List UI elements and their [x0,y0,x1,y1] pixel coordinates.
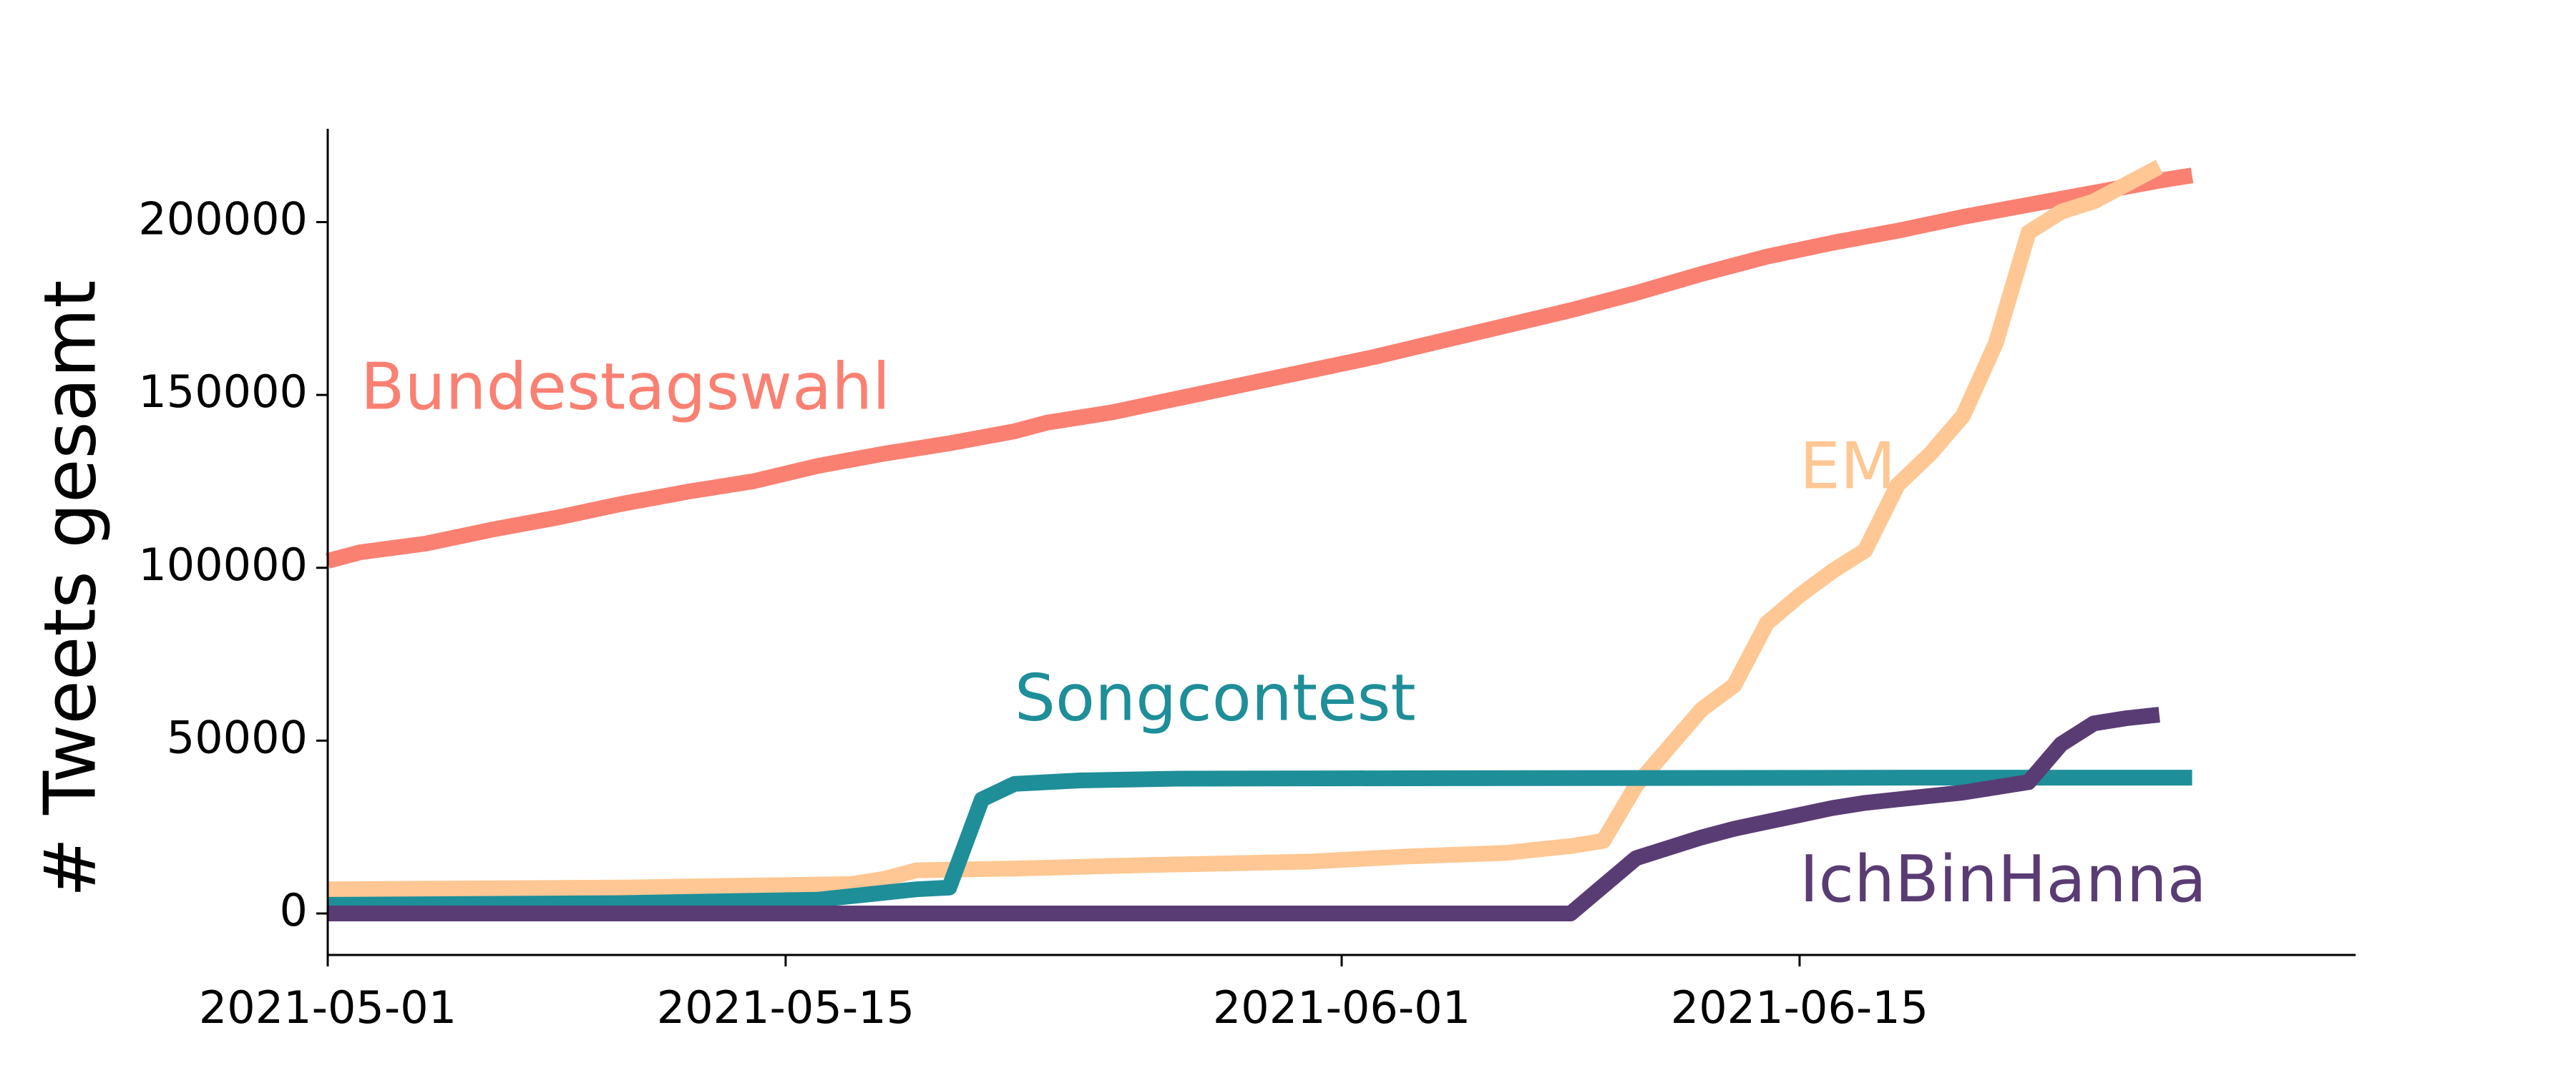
y-tick-label: 100000 [138,539,308,591]
series-line-bundestagswahl [326,167,2194,569]
series-line-ichbinhanna [328,707,2160,921]
x-tick-label: 2021-05-01 [199,981,457,1034]
series-line-songcontest [327,770,2192,913]
x-tick-label: 2021-06-15 [1671,981,1928,1034]
series-annotations: Bundestagswahl EM Songcontest IchBinHanna [361,349,2207,917]
series-label-em: EM [1800,429,1896,504]
y-tick-label: 0 [280,884,308,936]
x-tick-label: 2021-05-15 [657,981,914,1034]
series-label-ichbinhanna: IchBinHanna [1800,842,2207,917]
series-lines [326,160,2194,921]
y-tick-label: 150000 [138,366,308,418]
y-axis-title: # Tweets gesamt [28,280,112,897]
axes: 0 50000 100000 150000 200000 2021-05-01 2021-0… [138,129,2356,1034]
x-tick-label: 2021-06-01 [1213,981,1470,1034]
series-line-em [327,160,2163,898]
series-label-songcontest: Songcontest [1015,660,1416,735]
y-tick-label: 50000 [167,711,308,763]
y-tick-label: 200000 [138,193,308,245]
series-label-bundestagswahl: Bundestagswahl [361,349,890,424]
